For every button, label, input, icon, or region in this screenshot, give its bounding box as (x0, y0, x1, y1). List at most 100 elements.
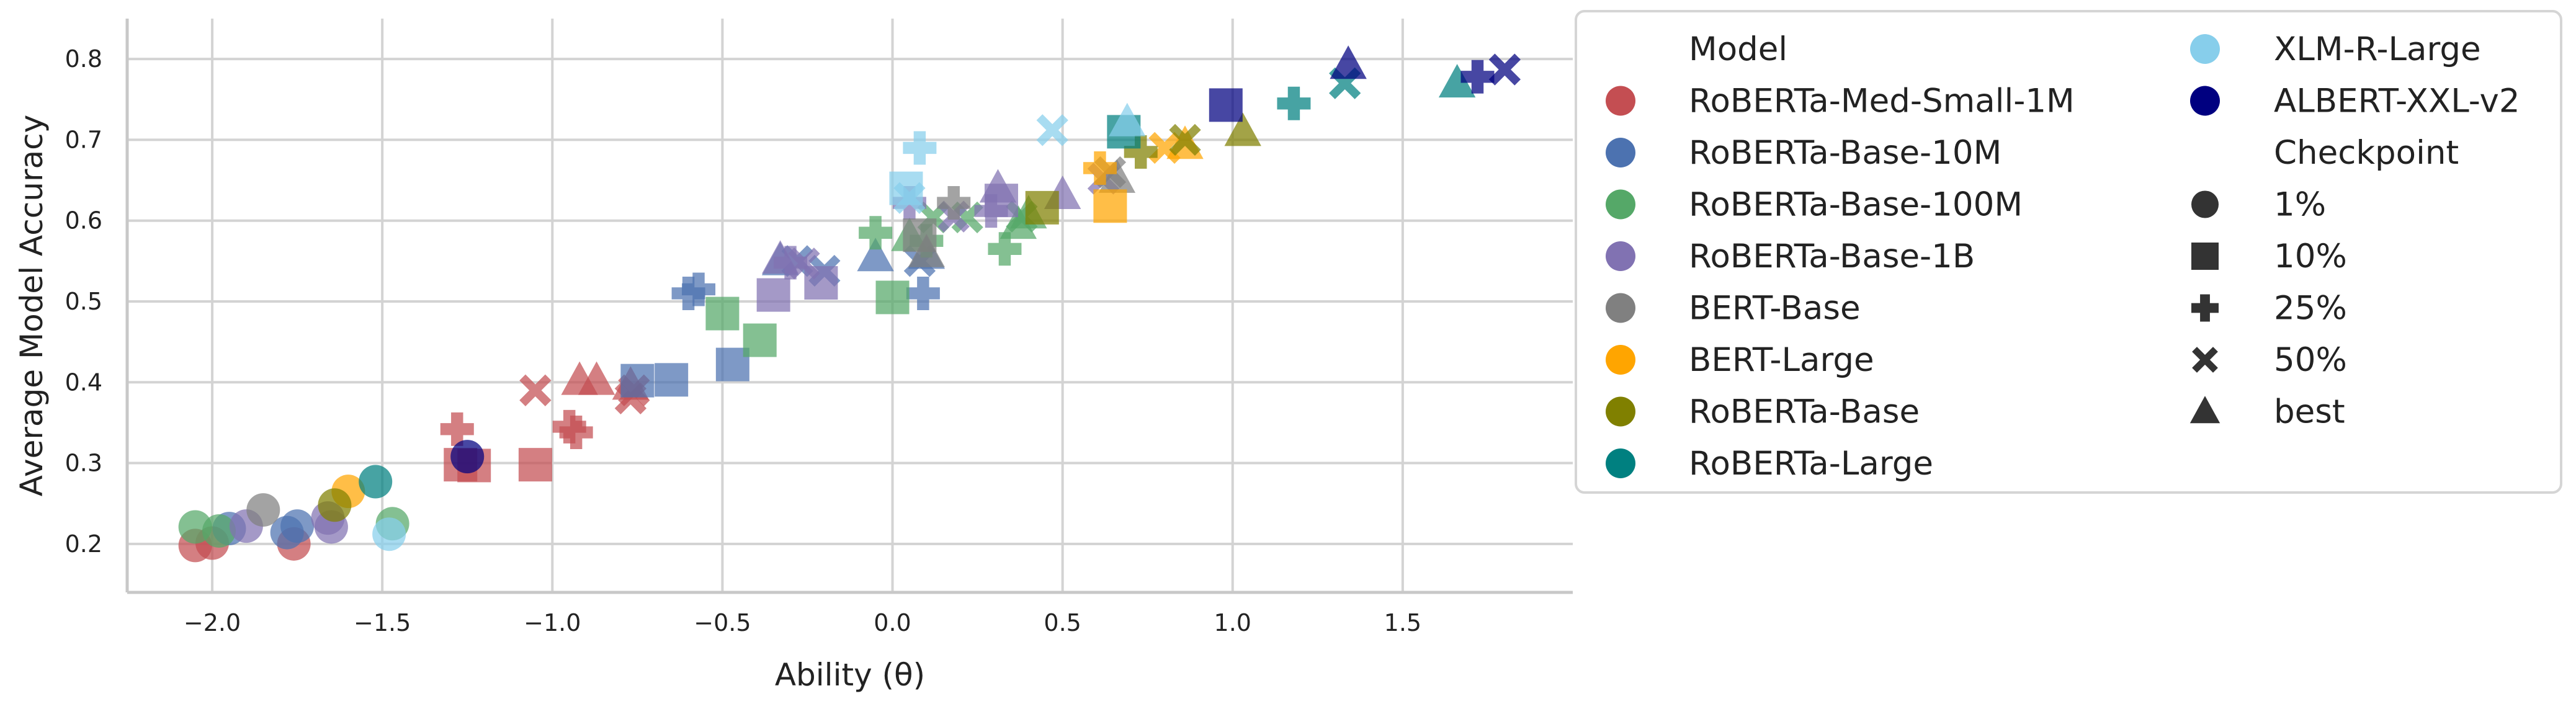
data-point (875, 280, 910, 314)
legend-entry-label: RoBERTa-Base-100M (1689, 186, 2023, 224)
grid (127, 19, 1573, 592)
data-point (655, 363, 689, 397)
data-point (761, 240, 799, 274)
data-point (857, 238, 894, 272)
legend-marker (2191, 294, 2219, 322)
y-tick-label: 0.7 (65, 126, 102, 153)
data-point (518, 448, 552, 482)
legend-marker (2192, 347, 2218, 373)
data-point (682, 272, 716, 306)
data-point (705, 297, 740, 331)
data-point (1025, 190, 1059, 225)
data-point (202, 514, 236, 548)
legend-entry-label: 10% (2274, 238, 2347, 275)
data-point (1438, 64, 1476, 98)
data-point (1488, 53, 1521, 86)
legend: Model RoBERTa-Med-Small-1M RoBERTa-Base-10… (1575, 10, 2562, 494)
data-point (1083, 151, 1117, 185)
data-point (372, 517, 406, 551)
tick-labels: −2.0 −1.5 −1.0 −0.5 0.0 0.5 1.0 1.5 0.2 0.3 0.4 0.5… (65, 45, 1422, 636)
data-point (1036, 114, 1068, 146)
data-point (979, 169, 1017, 203)
legend-entry-label: best (2274, 393, 2345, 431)
data-point (1098, 159, 1136, 193)
legend-marker (1606, 86, 1635, 116)
data-point (280, 509, 315, 543)
data-point (743, 323, 777, 357)
data-point (1277, 86, 1311, 120)
data-point (359, 465, 393, 499)
legend-marker (1606, 396, 1635, 427)
data-point (578, 361, 615, 395)
data-point (906, 276, 940, 310)
y-axis-label: Average Model Accuracy (14, 115, 50, 497)
data-point (1169, 123, 1201, 156)
data-point (937, 186, 971, 220)
x-tick-label: −1.0 (524, 609, 581, 636)
legend-entry-label: RoBERTa-Med-Small-1M (1689, 82, 2075, 120)
data-point (450, 440, 485, 474)
x-tick-label: 1.5 (1384, 609, 1421, 636)
y-tick-label: 0.4 (65, 368, 102, 396)
y-tick-label: 0.6 (65, 207, 102, 234)
legend-title-model: Model (1689, 30, 1787, 68)
data-point (908, 233, 946, 267)
legend-marker (1606, 138, 1635, 167)
data-points (178, 45, 1521, 563)
legend-entry-label: RoBERTa-Base-10M (1689, 134, 2001, 172)
legend-marker (1606, 241, 1635, 271)
legend-marker (2191, 243, 2219, 270)
legend-marker (1606, 293, 1635, 323)
data-point (440, 412, 474, 446)
legend-entry-label: BERT-Base (1689, 290, 1861, 328)
data-point (903, 131, 937, 165)
legend-marker (2189, 396, 2220, 424)
data-point (859, 216, 893, 250)
data-point (620, 363, 655, 398)
y-tick-label: 0.2 (65, 530, 102, 558)
y-tick-label: 0.8 (65, 45, 102, 73)
legend-entry-label: 25% (2274, 290, 2347, 328)
x-tick-label: 1.0 (1214, 609, 1251, 636)
x-tick-label: 0.0 (874, 609, 911, 636)
legend-marker (1606, 345, 1635, 375)
legend-frame (1575, 10, 2562, 494)
legend-title-checkpoint: Checkpoint (2274, 134, 2459, 172)
legend-entry-label: RoBERTa-Large (1689, 445, 1933, 483)
data-point (246, 493, 280, 527)
data-point (1224, 112, 1261, 146)
legend-entry-label: 1% (2274, 186, 2326, 224)
legend-entry-label: BERT-Large (1689, 341, 1874, 379)
legend-marker (2190, 34, 2220, 64)
data-point (974, 194, 1008, 228)
x-tick-label: −0.5 (694, 609, 751, 636)
data-point (1109, 102, 1146, 136)
axes (125, 19, 1573, 594)
legend-marker (1606, 448, 1635, 478)
x-tick-label: −2.0 (184, 609, 241, 636)
legend-marker (2190, 86, 2220, 116)
data-point (1460, 60, 1495, 94)
data-point (318, 488, 352, 522)
legend-entry-label: RoBERTa-Base (1689, 393, 1920, 431)
legend-entry-label: XLM-R-Large (2274, 30, 2481, 68)
legend-entry-label: 50% (2274, 341, 2347, 379)
legend-marker (1606, 189, 1635, 220)
data-point (1209, 88, 1243, 122)
legend-marker (2191, 190, 2219, 218)
legend-entry-label: RoBERTa-Base-1B (1689, 238, 1975, 275)
data-point (1093, 189, 1127, 223)
data-point (519, 374, 552, 406)
data-point (988, 232, 1022, 266)
data-point (893, 182, 926, 214)
x-tick-label: −1.5 (354, 609, 411, 636)
data-point (1330, 45, 1367, 79)
data-point (559, 416, 593, 450)
y-tick-label: 0.3 (65, 450, 102, 477)
legend-entry-label: ALBERT-XXL-v2 (2274, 82, 2520, 120)
x-axis-label: Ability (θ) (775, 657, 925, 693)
y-tick-label: 0.5 (65, 288, 102, 315)
data-point (1124, 135, 1158, 169)
x-tick-label: 0.5 (1044, 609, 1081, 636)
